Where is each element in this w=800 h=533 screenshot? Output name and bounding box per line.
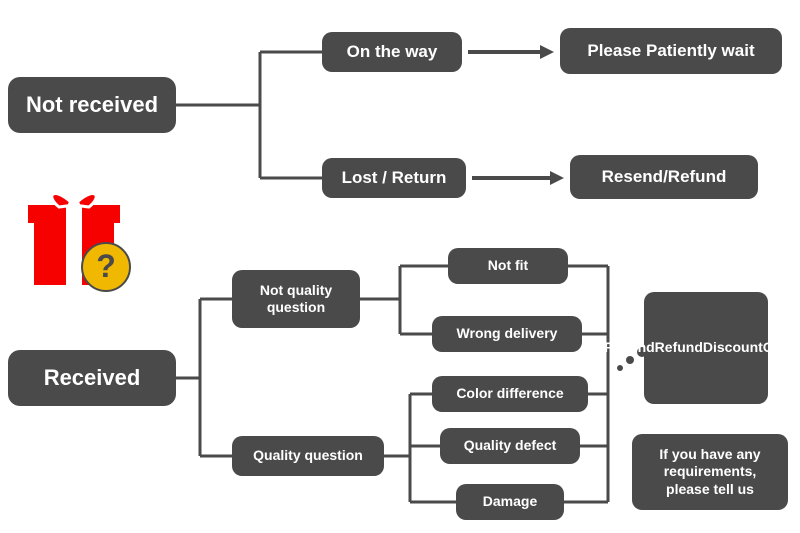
node-received: Received [8,350,176,406]
badge-text: ? [96,248,116,284]
node-resend-refund: Resend/Refund [570,155,758,199]
node-damage: Damage [456,484,564,520]
node-wrong-delivery: Wrong delivery [432,316,582,352]
node-not-received: Not received [8,77,176,133]
node-options: ResendRefundDiscountOthers [644,292,768,404]
node-quality-q: Quality question [232,436,384,476]
node-patiently-wait: Please Patiently wait [560,28,782,74]
node-lost-return: Lost / Return [322,158,466,198]
node-not-fit: Not fit [448,248,568,284]
gift-icon: ? [24,175,134,300]
node-color-diff: Color difference [432,376,588,412]
node-quality-defect: Quality defect [440,428,580,464]
node-requirements: If you have any requirements, please tel… [632,434,788,510]
node-on-the-way: On the way [322,32,462,72]
node-not-quality-q: Not quality question [232,270,360,328]
